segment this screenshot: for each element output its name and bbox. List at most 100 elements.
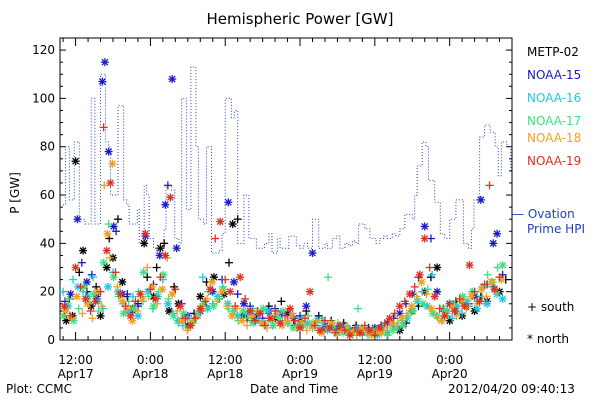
marker-stroke: [238, 317, 246, 325]
marker-noaa18-north: [238, 316, 247, 325]
marker-noaa19-north: [395, 302, 404, 311]
marker-noaa19-south: [221, 275, 230, 284]
marker-noaa16-south: [198, 273, 207, 282]
marker-noaa17-north: [418, 299, 427, 308]
marker-noaa19-north: [450, 307, 459, 316]
marker-noaa19-north: [226, 287, 235, 296]
marker-noaa17-north: [99, 258, 108, 267]
marker-noaa19-north: [102, 246, 111, 255]
marker-stroke: [461, 302, 469, 310]
y-tick-label: 60: [40, 188, 55, 202]
marker-noaa15-south: [112, 227, 121, 236]
legend-noaa16-label: NOAA-16: [527, 91, 582, 105]
marker-noaa19-north: [460, 302, 469, 311]
marker-stroke: [356, 329, 364, 337]
marker-stroke: [246, 307, 254, 315]
x-tick-label-time: 0:00: [137, 353, 164, 367]
marker-noaa18-north: [228, 311, 237, 320]
marker-noaa18-south: [183, 326, 192, 335]
marker-stroke: [473, 305, 481, 313]
marker-noaa18-south: [213, 297, 222, 306]
marker-noaa17-south: [383, 331, 392, 340]
marker-noaa19-south: [330, 328, 339, 337]
marker-metp02-south: [233, 215, 242, 224]
y-tick-label: 20: [40, 285, 55, 299]
marker-noaa19-south: [111, 268, 120, 277]
marker-noaa16-south: [418, 287, 427, 296]
marker-stroke: [140, 239, 148, 247]
marker-noaa19-north: [196, 304, 205, 313]
marker-noaa15-north: [302, 302, 311, 311]
marker-metp02-south: [75, 268, 84, 277]
marker-stroke: [73, 215, 81, 223]
legend-south-symbol: + south: [527, 300, 575, 314]
marker-stroke: [396, 302, 404, 310]
marker-noaa19-north: [186, 321, 195, 330]
marker-noaa18-south: [412, 292, 421, 301]
marker-noaa16-north: [104, 282, 113, 291]
marker-stroke: [104, 283, 112, 291]
marker-noaa19-north: [415, 270, 424, 279]
marker-noaa15-north: [98, 77, 107, 86]
marker-stroke: [409, 307, 417, 315]
marker-noaa15-north: [73, 215, 82, 224]
marker-stroke: [126, 312, 134, 320]
marker-stroke: [136, 290, 144, 298]
marker-noaa18-south: [312, 316, 321, 325]
marker-stroke: [117, 290, 124, 298]
marker-noaa15-north: [229, 278, 238, 287]
marker-noaa15-south: [77, 258, 86, 267]
marker-stroke: [229, 220, 237, 228]
marker-noaa18-south: [342, 321, 351, 330]
marker-noaa19-south: [455, 294, 464, 303]
marker-noaa19-south: [425, 263, 434, 272]
marker-noaa17-south: [64, 294, 73, 303]
marker-noaa17-south: [483, 270, 492, 279]
marker-stroke: [108, 160, 116, 168]
marker-noaa17-south: [423, 285, 432, 294]
marker-stroke: [279, 307, 287, 315]
marker-stroke: [376, 324, 384, 332]
marker-noaa17-south: [144, 292, 153, 301]
marker-stroke: [316, 326, 324, 334]
marker-stroke: [386, 314, 394, 322]
x-tick-label-date: Apr18: [132, 367, 168, 381]
marker-stroke: [286, 305, 294, 313]
marker-stroke: [103, 264, 111, 271]
marker-stroke: [421, 222, 429, 230]
marker-stroke: [70, 317, 78, 325]
marker-noaa19-south: [201, 297, 210, 306]
marker-stroke: [302, 302, 310, 310]
marker-stroke: [288, 312, 296, 320]
marker-noaa19-south: [261, 321, 270, 330]
marker-stroke: [176, 302, 184, 310]
marker-stroke: [156, 244, 164, 252]
marker-noaa18-north: [487, 278, 496, 287]
marker-noaa15-north: [493, 229, 502, 238]
marker-stroke: [208, 278, 216, 286]
marker-noaa18-north: [72, 292, 81, 301]
marker-noaa15-north: [476, 195, 485, 204]
marker-noaa19-north: [71, 263, 80, 272]
marker-noaa19-south: [231, 302, 240, 311]
marker-stroke: [79, 247, 87, 255]
marker-noaa18-north: [397, 314, 406, 323]
marker-noaa19-north: [440, 311, 449, 320]
marker-stroke: [101, 58, 109, 66]
marker-stroke: [103, 247, 111, 255]
marker-stroke: [399, 322, 407, 329]
marker-metp02-south: [160, 239, 169, 248]
marker-noaa16-south: [89, 273, 98, 282]
marker-stroke: [428, 305, 436, 313]
marker-noaa19-north: [126, 311, 135, 320]
marker-stroke: [165, 307, 173, 315]
marker-noaa18-south: [97, 302, 106, 311]
marker-noaa19-south: [99, 123, 108, 132]
marker-stroke: [489, 239, 497, 247]
marker-metp02-south: [113, 215, 122, 224]
x-tick-label-date: Apr20: [432, 367, 468, 381]
marker-stroke: [264, 307, 272, 315]
marker-noaa19-south: [470, 287, 479, 296]
marker-noaa15-north: [239, 299, 248, 308]
marker-noaa19-south: [320, 316, 329, 325]
